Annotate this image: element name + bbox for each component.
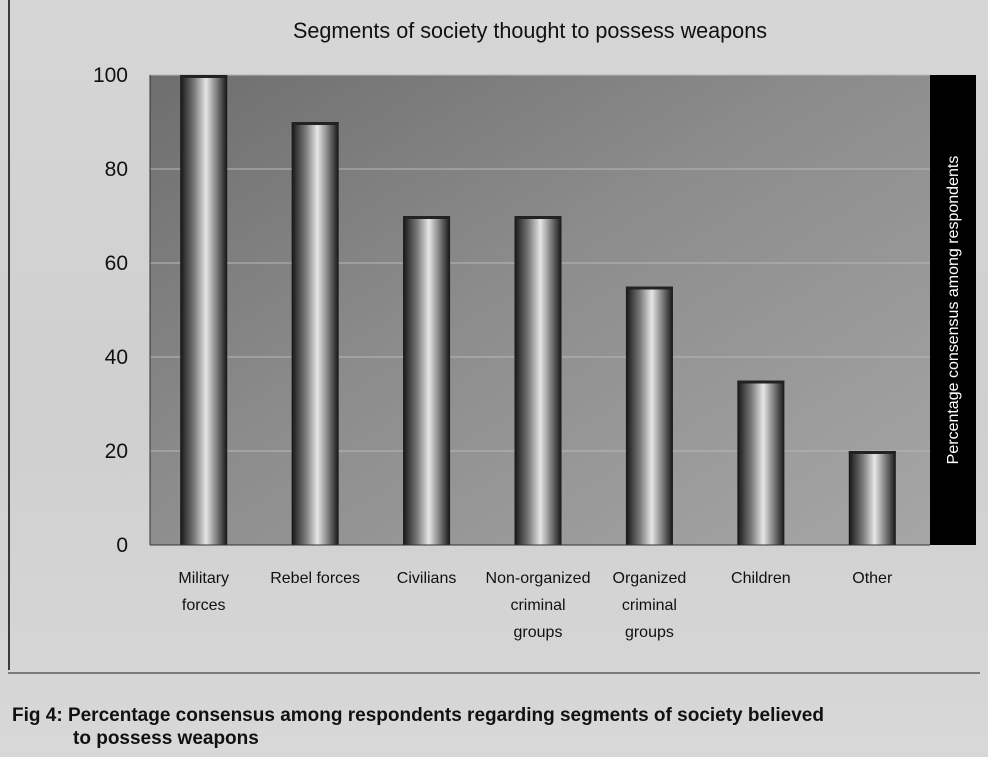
bar	[737, 380, 785, 545]
figure-caption: Fig 4: Percentage consensus among respon…	[12, 704, 952, 750]
x-tick-label: groups	[625, 624, 674, 641]
bar-top-edge	[848, 451, 896, 454]
x-tick-label: groups	[514, 624, 563, 641]
ylabel-band	[930, 75, 976, 545]
y-tick-label: 0	[116, 534, 128, 557]
y-tick-label: 20	[105, 440, 128, 463]
x-tick-label: Non-organized	[486, 570, 591, 587]
caption-line-1: Fig 4: Percentage consensus among respon…	[12, 705, 824, 726]
bar-top-edge	[291, 122, 339, 125]
x-axis-labels: Military forces Rebel forces Civilians Non-o…	[178, 570, 893, 641]
chart-title: Segments of society thought to possess w…	[293, 18, 767, 43]
bar	[291, 122, 339, 545]
y-tick-label: 40	[105, 346, 128, 369]
y-tick-label: 100	[93, 64, 128, 87]
y-axis-label: Percentage consensus among respondents	[945, 156, 962, 465]
bar-top-edge	[180, 75, 228, 78]
x-tick-label: Military	[178, 570, 229, 587]
y-axis-ticks: 0 20 40 60 80 100	[93, 64, 128, 557]
y-tick-label: 80	[105, 158, 128, 181]
bar-top-edge	[737, 380, 785, 384]
bars	[180, 75, 896, 545]
x-tick-label: criminal	[510, 597, 565, 614]
x-tick-label: criminal	[622, 597, 677, 614]
bar-chart: Segments of society thought to possess w…	[93, 18, 976, 641]
bar-top-edge	[403, 216, 451, 219]
caption-divider	[8, 672, 980, 674]
bar-top-edge	[625, 286, 673, 290]
caption-line-2: to possess weapons	[73, 728, 259, 749]
bar-top-edge	[514, 216, 562, 219]
bar	[180, 75, 228, 545]
bar	[848, 451, 896, 545]
bar	[514, 216, 562, 545]
y-tick-label: 60	[105, 252, 128, 275]
x-tick-label: Civilians	[397, 570, 457, 587]
x-tick-label: forces	[182, 597, 226, 614]
x-tick-label: Children	[731, 570, 791, 587]
x-tick-label: Organized	[613, 570, 687, 587]
bar	[625, 286, 673, 545]
x-tick-label: Rebel forces	[270, 570, 360, 587]
bar	[403, 216, 451, 545]
x-tick-label: Other	[852, 570, 893, 587]
left-margin-rule	[8, 0, 10, 670]
chart-figure: Segments of society thought to possess w…	[93, 18, 976, 641]
